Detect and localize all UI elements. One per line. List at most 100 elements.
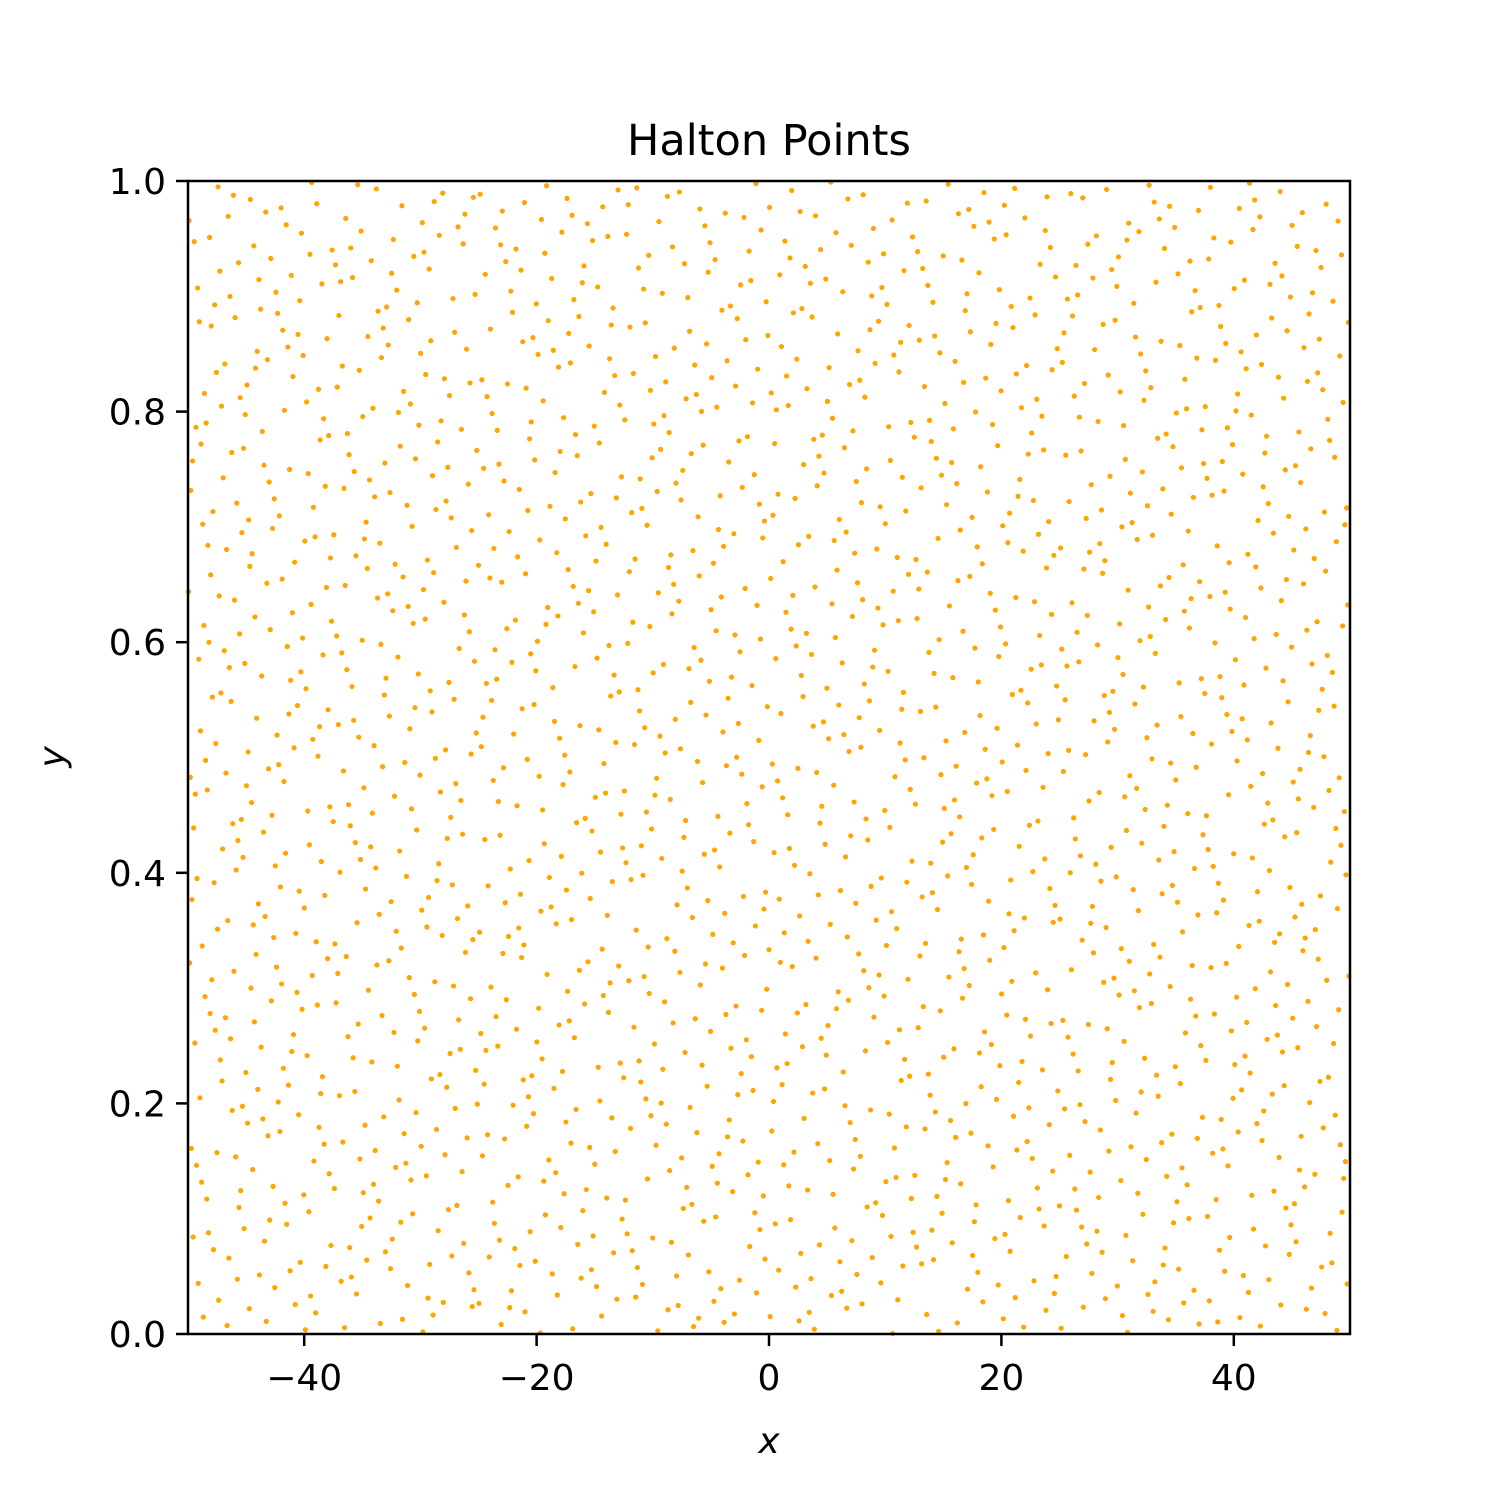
data-point — [993, 1096, 1000, 1102]
data-point — [1311, 555, 1317, 562]
data-point — [862, 394, 868, 400]
data-point — [576, 967, 583, 973]
data-point — [1285, 699, 1291, 705]
data-point — [310, 736, 316, 742]
data-point — [226, 665, 233, 671]
data-point — [789, 963, 795, 970]
data-point — [344, 430, 351, 437]
data-point — [260, 829, 267, 835]
data-point — [721, 1319, 727, 1325]
data-point — [861, 968, 867, 974]
data-point — [1138, 351, 1144, 357]
data-point — [861, 681, 867, 687]
data-point — [507, 866, 513, 872]
data-point — [1278, 1302, 1284, 1308]
data-point — [492, 225, 499, 231]
data-point — [356, 367, 362, 373]
data-point — [1114, 1283, 1120, 1289]
data-point — [223, 546, 230, 553]
data-point — [1035, 818, 1041, 824]
data-point — [447, 1050, 453, 1057]
data-point — [1079, 1224, 1085, 1230]
data-point — [512, 617, 518, 623]
data-point — [665, 1307, 671, 1313]
data-point — [614, 1296, 620, 1302]
data-point — [784, 1060, 790, 1067]
data-point — [616, 963, 622, 969]
data-point — [650, 670, 656, 676]
data-point — [761, 518, 768, 524]
data-point — [195, 285, 201, 291]
data-point — [352, 1088, 358, 1095]
data-point — [747, 1243, 753, 1250]
data-point — [450, 983, 457, 989]
data-point — [1078, 448, 1084, 454]
data-point — [560, 782, 566, 788]
data-point — [587, 895, 593, 902]
data-point — [553, 921, 559, 927]
data-point — [444, 835, 450, 842]
data-point — [693, 391, 699, 398]
data-point — [466, 629, 473, 635]
data-point — [306, 1209, 312, 1215]
data-point — [679, 1155, 685, 1161]
data-point — [1016, 1079, 1022, 1086]
data-point — [1134, 536, 1140, 543]
data-point — [911, 434, 917, 440]
data-point — [951, 797, 958, 803]
data-point — [601, 760, 607, 767]
data-point — [533, 301, 539, 307]
data-point — [837, 1259, 843, 1265]
data-point — [773, 656, 779, 662]
data-point — [314, 1002, 320, 1008]
data-point — [490, 777, 496, 784]
data-point — [503, 997, 509, 1003]
data-point — [992, 607, 998, 613]
data-point — [608, 693, 614, 699]
data-point — [736, 438, 742, 444]
data-point — [1296, 1167, 1303, 1173]
data-point — [1049, 367, 1055, 373]
data-point — [577, 723, 583, 729]
data-point — [672, 716, 678, 722]
data-point — [327, 555, 334, 561]
data-point — [681, 834, 687, 840]
data-point — [427, 688, 433, 694]
data-point — [237, 395, 243, 401]
data-point — [365, 333, 371, 340]
data-point — [454, 915, 461, 922]
data-point — [1215, 1319, 1221, 1325]
data-point — [336, 1093, 343, 1099]
data-point — [576, 313, 582, 320]
data-point — [356, 734, 362, 740]
data-point — [629, 510, 635, 516]
data-point — [394, 1063, 400, 1069]
data-point — [814, 769, 820, 776]
data-point — [1013, 594, 1019, 601]
data-point — [882, 807, 888, 814]
data-point — [244, 1120, 251, 1126]
data-point — [1236, 205, 1242, 212]
data-point — [778, 343, 785, 350]
data-point — [1003, 232, 1009, 238]
data-point — [471, 1287, 477, 1293]
data-point — [809, 314, 815, 320]
data-point — [518, 267, 524, 273]
data-point — [1204, 1213, 1211, 1220]
data-point — [554, 1292, 560, 1298]
data-point — [1247, 1070, 1253, 1076]
data-point — [1083, 752, 1089, 758]
data-point — [210, 508, 216, 515]
x-tick-label: 40 — [1211, 1358, 1257, 1399]
data-point — [793, 643, 799, 649]
data-point — [406, 317, 412, 323]
data-point — [992, 1235, 998, 1242]
data-point — [1040, 784, 1046, 790]
data-point — [214, 926, 221, 932]
data-point — [652, 792, 658, 798]
data-point — [515, 554, 521, 560]
data-point — [1277, 931, 1283, 937]
data-point — [1336, 775, 1342, 781]
data-point — [776, 1267, 782, 1273]
data-point — [473, 1067, 479, 1073]
